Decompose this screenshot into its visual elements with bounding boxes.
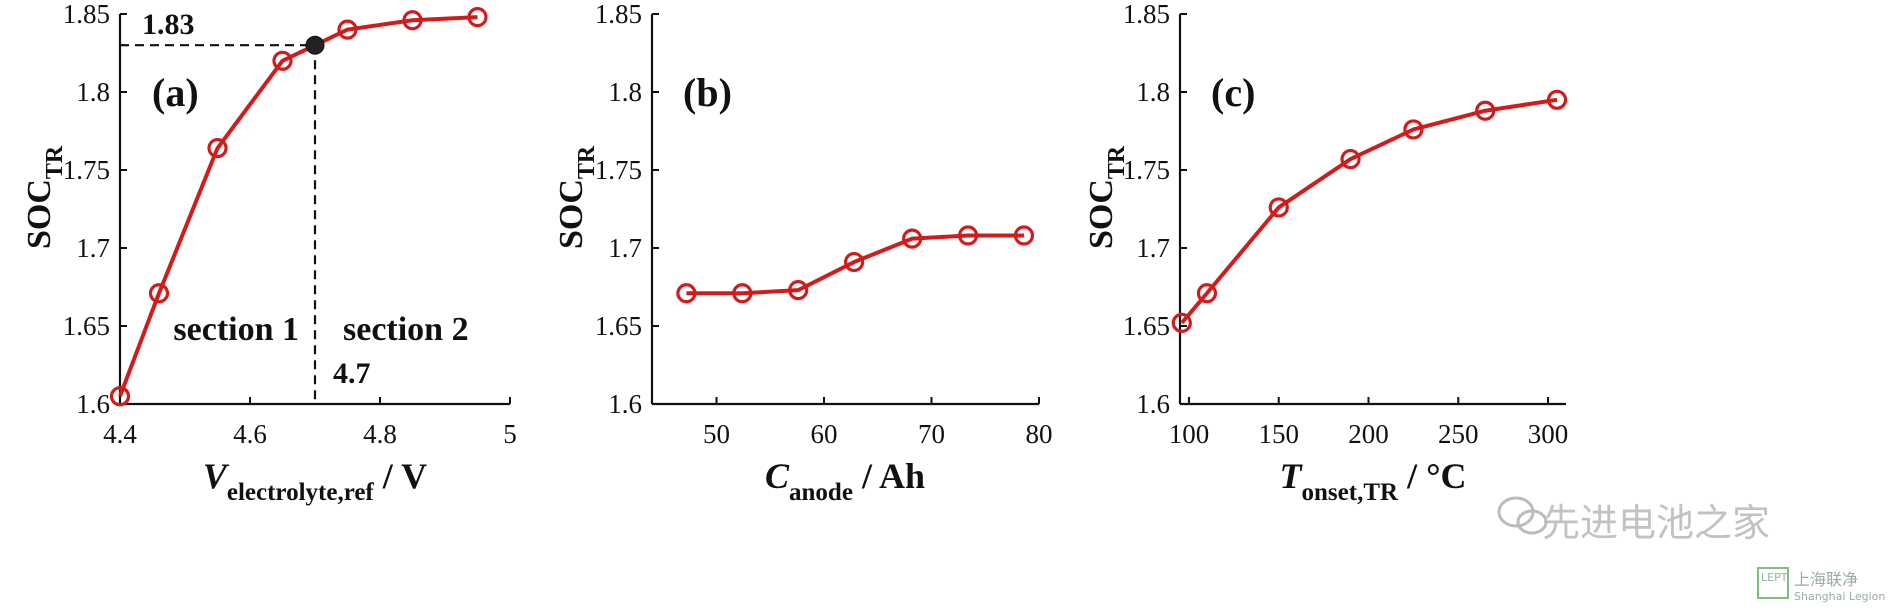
y-tick-label: 1.85 [63,0,110,29]
data-point [272,50,293,71]
data-point [788,280,809,301]
annotation-y-value: 1.83 [142,8,195,41]
data-point [1546,89,1568,110]
y-tick-label: 1.65 [595,311,642,341]
data-point [109,386,131,407]
data-point [732,283,753,304]
data-point [337,19,358,40]
y-tick-label: 1.85 [1123,0,1170,29]
data-point [1475,100,1496,121]
data-point [676,283,697,304]
data-point [843,251,865,273]
lept-logo-icon: LEPT [1757,567,1789,599]
lept-badge: LEPT [1761,571,1788,584]
x-tick-label: 4.6 [233,419,267,449]
panel-label: (b) [683,70,732,115]
x-tick-label: 50 [703,419,730,449]
y-tick-label: 1.75 [595,155,642,185]
y-tick-label: 1.8 [1136,77,1170,107]
x-tick-label: 250 [1438,419,1479,449]
y-tick-label: 1.65 [63,311,110,341]
data-point [1171,312,1192,333]
panel-a: 1.6 1.65 1.7 1.75 1.8 1.85 4.4 4.6 4.8 5 SOCTR Vele… [21,0,517,506]
panel-c: 1.6 1.65 1.7 1.75 1.8 1.85 100 150 200 250 300 SOCT… [1083,0,1568,506]
panel-label: (a) [152,70,199,115]
watermark-en: Shanghai Legion [1794,590,1885,603]
y-axis-label: SOCTR [1083,145,1130,249]
y-tick-label: 1.6 [76,389,110,419]
y-tick-label: 1.75 [1123,155,1170,185]
x-tick-label: 4.4 [103,419,137,449]
y-tick-label: 1.65 [1123,311,1170,341]
y-tick-label: 1.8 [76,77,110,107]
annotation-section-2: section 2 [343,311,469,348]
data-point [1403,119,1424,140]
annotation-section-1: section 1 [173,311,299,348]
y-tick-label: 1.7 [608,233,642,263]
y-axis-label: SOCTR [553,145,600,249]
y-tick-label: 1.7 [1136,233,1170,263]
x-axis-label: Tonset,TR / °C [1280,456,1467,506]
x-tick-label: 100 [1169,419,1210,449]
data-point [207,138,228,159]
y-tick-label: 1.85 [595,0,642,29]
data-point [957,225,979,246]
data-point [402,10,423,31]
y-axis-label: SOCTR [21,145,68,249]
data-point [148,283,170,304]
panel-label: (c) [1211,70,1255,115]
highlight-point [305,35,325,55]
series-line [118,15,478,397]
x-tick-label: 80 [1026,419,1053,449]
annotation-x-value: 4.7 [333,357,371,390]
panel-b: 1.6 1.65 1.7 1.75 1.8 1.85 50 60 70 80 SOCTR Canode… [553,0,1053,506]
y-tick-label: 1.6 [608,389,642,419]
wechat-icon [1497,496,1548,535]
x-tick-label: 4.8 [363,419,397,449]
watermark: 先进电池之家 LEPT 上海联净 Shanghai Legion [1497,496,1885,603]
x-tick-label: 150 [1258,419,1299,449]
x-tick-label: 5 [503,419,517,449]
x-tick-label: 200 [1348,419,1389,449]
watermark-cn: 上海联净 [1794,570,1858,589]
data-point [1268,197,1289,218]
data-point [1196,283,1218,304]
x-tick-label: 300 [1528,419,1569,449]
x-axis-label: Canode / Ah [765,456,925,506]
data-point [467,7,488,28]
x-tick-label: 70 [918,419,945,449]
data-point [1013,225,1035,246]
y-tick-label: 1.7 [76,233,110,263]
y-tick-label: 1.8 [608,77,642,107]
x-axis-label: Velectrolyte,ref / V [203,456,427,506]
watermark-text: 先进电池之家 [1542,501,1770,545]
data-point [1340,148,1361,170]
x-tick-label: 60 [811,419,838,449]
series-line [1180,97,1558,325]
series-line [686,233,1024,296]
y-tick-label: 1.6 [1136,389,1170,419]
data-point [902,228,923,249]
y-tick-label: 1.75 [63,155,110,185]
